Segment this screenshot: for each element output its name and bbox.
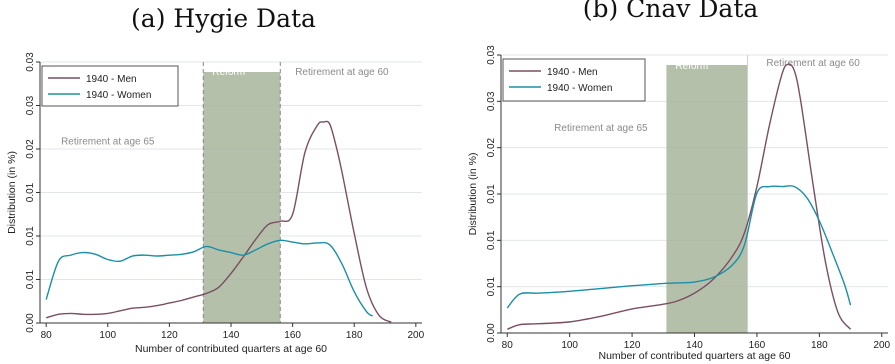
reform-label: Reform xyxy=(212,67,245,78)
series-line xyxy=(45,120,392,323)
x-axis-title: Number of contributed quarters at age 60 xyxy=(135,343,327,355)
x-tick-label: 200 xyxy=(873,340,890,351)
legend-box xyxy=(502,58,646,102)
y-tick-label: 0.03 xyxy=(486,91,497,111)
x-tick-label: 120 xyxy=(161,330,178,341)
y-tick-label: 0.01 xyxy=(486,230,497,250)
annotation-label: Retirement at age 65 xyxy=(61,137,155,148)
panel-b: (b) Cnav Data Reform Retirement at age 65… xyxy=(447,0,894,364)
y-tick-label: 0.03 xyxy=(25,52,36,72)
y-tick-label: 0.00 xyxy=(25,313,36,333)
legend-box xyxy=(41,65,179,107)
series-line xyxy=(45,239,374,317)
legend-label: 1940 - Women xyxy=(547,83,612,94)
y-tick-label: 0.01 xyxy=(486,276,497,296)
series-line xyxy=(506,185,852,309)
y-axis-title: Distribution (in %) xyxy=(467,153,479,236)
x-tick-label: 180 xyxy=(811,340,828,351)
y-tick-label: 0.00 xyxy=(486,323,497,343)
annotation-label: Retirement at age 65 xyxy=(554,123,648,134)
legend-label: 1940 - Women xyxy=(86,90,151,101)
annotation-label: Retirement at age 60 xyxy=(295,67,389,78)
y-tick-label: 0.01 xyxy=(25,182,36,202)
y-tick-label: 0.02 xyxy=(486,137,497,157)
chart-a: Reform Retirement at age 65 Retirement at … xyxy=(6,52,425,355)
legend-label: 1940 - Men xyxy=(547,67,598,78)
x-tick-label: 160 xyxy=(749,340,766,351)
y-tick-label: 0.01 xyxy=(25,269,36,289)
x-tick-label: 120 xyxy=(624,340,641,351)
annotation-label: Retirement at age 60 xyxy=(766,58,860,69)
y-axis-title: Distribution (in %) xyxy=(6,151,18,234)
x-tick-label: 100 xyxy=(561,340,578,351)
x-tick-label: 80 xyxy=(41,330,53,341)
chart-b: Reform Retirement at age 65 Retirement at … xyxy=(467,45,891,362)
y-tick-label: 0.02 xyxy=(25,139,36,159)
y-tick-label: 0.03 xyxy=(486,45,497,65)
series-line xyxy=(506,63,852,330)
x-tick-label: 140 xyxy=(686,340,703,351)
x-tick-label: 180 xyxy=(346,330,363,341)
panel-title: (a) Hygie Data xyxy=(131,4,316,33)
y-tick-label: 0.01 xyxy=(25,226,36,246)
panel-a: (a) Hygie Data Reform Retirement at age 6… xyxy=(0,0,447,364)
reform-band xyxy=(203,72,281,323)
x-tick-label: 80 xyxy=(502,340,514,351)
x-tick-label: 140 xyxy=(223,330,240,341)
y-tick-label: 0.01 xyxy=(486,184,497,204)
reform-band xyxy=(666,65,748,333)
panel-title: (b) Cnav Data xyxy=(582,0,759,23)
x-tick-label: 160 xyxy=(284,330,301,341)
y-tick-label: 0.03 xyxy=(25,95,36,115)
legend-label: 1940 - Men xyxy=(86,74,137,85)
x-axis-title: Number of contributed quarters at age 60 xyxy=(598,350,790,362)
x-tick-label: 200 xyxy=(407,330,424,341)
reform-label: Reform xyxy=(675,61,708,72)
x-tick-label: 100 xyxy=(99,330,116,341)
